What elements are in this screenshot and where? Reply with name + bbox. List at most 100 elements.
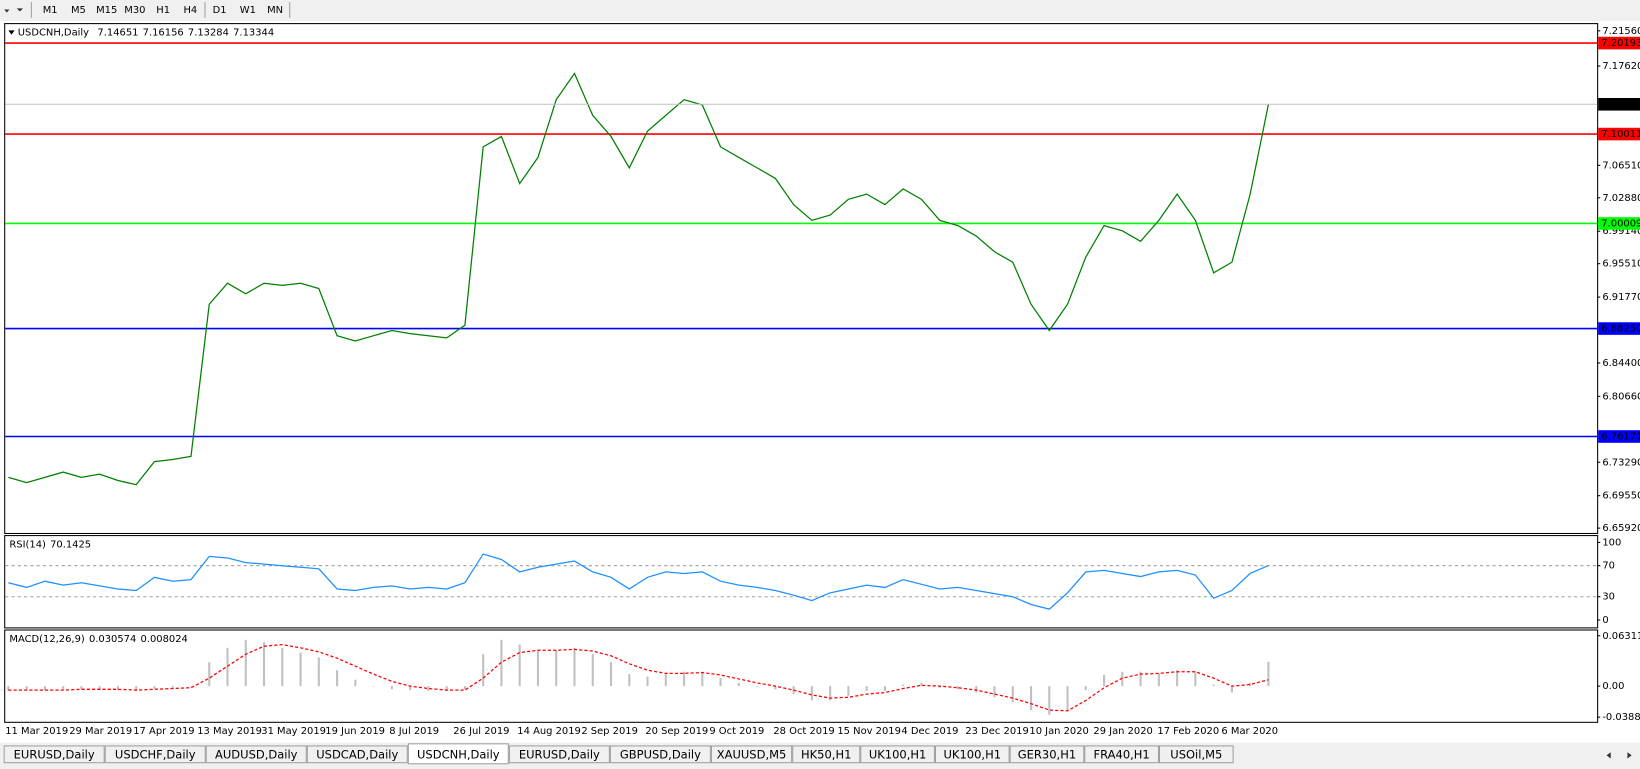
tab-background (710, 745, 793, 764)
y-tick-label: 7.02880 (1602, 193, 1640, 204)
histogram-bar (482, 654, 485, 687)
histogram-bar (628, 674, 631, 687)
tab-label: USDCHF,Daily (115, 747, 196, 761)
histogram-bar (25, 686, 28, 691)
timeframe-button[interactable]: M5 (71, 5, 86, 16)
tab[interactable]: FRA40,H1 (1084, 745, 1159, 764)
level-label-box (1598, 36, 1640, 50)
timeframe-button[interactable]: D1 (213, 5, 227, 16)
header-value: 0.008024 (140, 634, 187, 645)
x-tick-label: 13 May 2019 (197, 726, 262, 737)
timeframe-button[interactable]: H4 (183, 5, 197, 16)
tab-background (104, 745, 206, 764)
chart-background (0, 20, 1640, 743)
x-tick-label: 11 Mar 2019 (5, 726, 68, 737)
timeframe-button[interactable]: M15 (96, 5, 117, 16)
histogram-bar (920, 682, 923, 687)
histogram-bar (390, 686, 393, 690)
y-tick-label: -0.038872 (1602, 712, 1640, 723)
header-value: RSI(14) (9, 539, 46, 550)
tab[interactable]: AUDUSD,Daily (205, 745, 307, 764)
y-tick-label: 7.17620 (1602, 61, 1640, 72)
x-tick-label: 29 Mar 2019 (69, 726, 132, 737)
tab[interactable]: UK100,H1 (860, 745, 935, 764)
x-tick-label: 29 Jan 2020 (1093, 726, 1152, 737)
tab[interactable]: USOil,M5 (1158, 745, 1234, 764)
tab-background (609, 745, 711, 764)
y-tick-label: 30 (1602, 592, 1615, 603)
histogram-bar (719, 678, 722, 687)
histogram-bar (1066, 686, 1069, 711)
tab[interactable]: HK50,H1 (792, 745, 861, 764)
histogram-bar (1084, 686, 1087, 691)
y-tick-label: 6.95510 (1602, 259, 1640, 270)
tab[interactable]: USDCHF,Daily (104, 745, 206, 764)
histogram-bar (1029, 686, 1033, 711)
tab-background (508, 745, 610, 764)
histogram-bar (993, 686, 996, 698)
y-tick-label: 0 (1602, 615, 1608, 626)
x-tick-label: 31 May 2019 (261, 726, 326, 737)
toolbar-icon[interactable] (4, 9, 10, 13)
histogram-bar (883, 686, 886, 691)
timeframe-button[interactable]: M30 (124, 5, 145, 16)
histogram-bar (262, 642, 266, 687)
histogram-bar (409, 686, 412, 691)
x-tick-label: 2 Sep 2019 (581, 726, 638, 737)
tab[interactable]: EURUSD,Daily (508, 745, 610, 764)
tab-label: XAUUSD,M5 (717, 747, 787, 761)
tab[interactable]: USDCNH,Daily (407, 743, 509, 765)
histogram-bar (1212, 684, 1215, 687)
tab[interactable]: UK100,H1 (934, 745, 1010, 764)
timeframe-button[interactable]: W1 (240, 5, 256, 16)
histogram-bar (226, 647, 229, 687)
histogram-bar (518, 644, 521, 687)
level-label: 7.20193 (1601, 38, 1640, 49)
x-tick-label: 15 Nov 2019 (837, 726, 901, 737)
y-tick-label: 6.84400 (1602, 358, 1640, 369)
histogram-bar (573, 647, 576, 687)
tab-label: EURUSD,Daily (14, 747, 95, 761)
tab[interactable]: USDCAD,Daily (306, 745, 408, 764)
histogram-bar (7, 686, 10, 691)
histogram-bar (1121, 671, 1124, 687)
histogram-bar (1157, 673, 1160, 687)
histogram-bar (1011, 686, 1014, 703)
current-price-box (1598, 97, 1640, 111)
y-tick-label: 6.73290 (1602, 457, 1640, 468)
timeframe-button[interactable]: M1 (43, 5, 58, 16)
timeframe-button[interactable]: H1 (156, 5, 170, 16)
timeframe-button[interactable]: MN (267, 5, 283, 16)
x-tick-label: 28 Oct 2019 (773, 726, 834, 737)
histogram-bar (975, 686, 978, 693)
histogram-bar (427, 686, 430, 691)
tab-background (1084, 745, 1159, 764)
histogram-bar (336, 670, 339, 687)
series-line (8, 553, 1269, 610)
tab-background (306, 745, 408, 764)
level-label-box (1598, 217, 1640, 230)
tab-label: FRA40,H1 (1094, 747, 1150, 761)
header-value: 7.13344 (233, 28, 274, 39)
tab-label: EURUSD,Daily (519, 747, 600, 761)
toolbar-dropdown[interactable] (16, 8, 24, 12)
tab-background (205, 745, 307, 764)
header-value: 70.1425 (50, 539, 91, 550)
histogram-bar (135, 686, 138, 691)
histogram-bar (701, 671, 704, 687)
histogram-bar (354, 679, 357, 687)
histogram-bar (536, 650, 540, 687)
histogram-bar (80, 686, 83, 690)
tab[interactable]: EURUSD,Daily (3, 745, 105, 764)
x-tick-label: 4 Dec 2019 (901, 726, 958, 737)
histogram-bar (646, 676, 649, 687)
histogram-bar (153, 686, 156, 689)
histogram-bar (62, 686, 65, 690)
tab-label: GER30,H1 (1018, 747, 1076, 761)
tab[interactable]: XAUUSD,M5 (710, 745, 793, 764)
x-tick-label: 9 Oct 2019 (709, 726, 764, 737)
histogram-bar (956, 686, 960, 690)
tab[interactable]: GER30,H1 (1009, 745, 1085, 764)
level-label: 6.76171 (1601, 432, 1640, 443)
tab[interactable]: GBPUSD,Daily (609, 745, 711, 764)
